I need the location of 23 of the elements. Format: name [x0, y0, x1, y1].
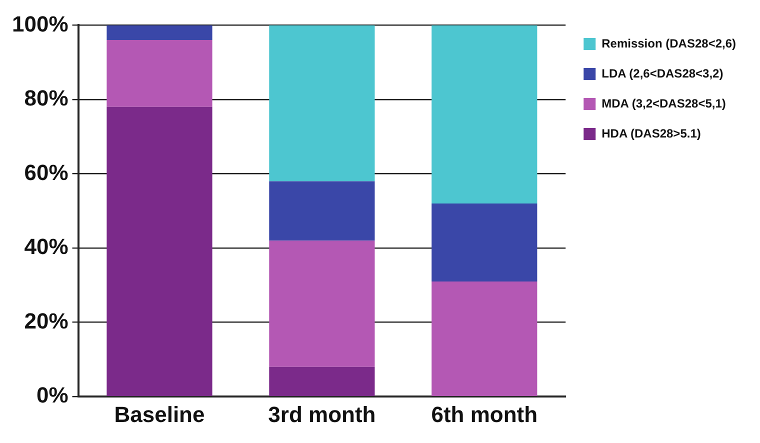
bar — [432, 281, 538, 396]
y-tick-label: 100% — [12, 11, 68, 36]
bar — [269, 240, 375, 367]
bar — [432, 25, 538, 204]
bar — [106, 25, 212, 40]
bar — [269, 181, 375, 241]
y-tick-label: 20% — [24, 308, 68, 334]
y-tick-label: 80% — [24, 86, 68, 111]
legend-label: MDA (3,2<DAS28<5,1) — [602, 96, 726, 110]
y-tick-label: 40% — [24, 234, 68, 260]
bar — [269, 25, 375, 182]
y-tick-label: 60% — [24, 160, 68, 185]
bar — [106, 40, 212, 107]
bar — [432, 203, 538, 282]
legend-label: HDA (DAS28>5.1) — [602, 126, 701, 140]
y-tick-label: 0% — [36, 382, 68, 408]
x-tick-label: 6th month — [431, 402, 538, 427]
legend-label: LDA (2,6<DAS28<3,2) — [602, 66, 724, 80]
bar — [106, 106, 212, 396]
x-tick-label: Baseline — [114, 402, 205, 427]
legend-label: Remission (DAS28<2,6) — [602, 36, 736, 50]
x-tick-label: 3rd month — [268, 402, 376, 427]
bar — [269, 366, 375, 396]
